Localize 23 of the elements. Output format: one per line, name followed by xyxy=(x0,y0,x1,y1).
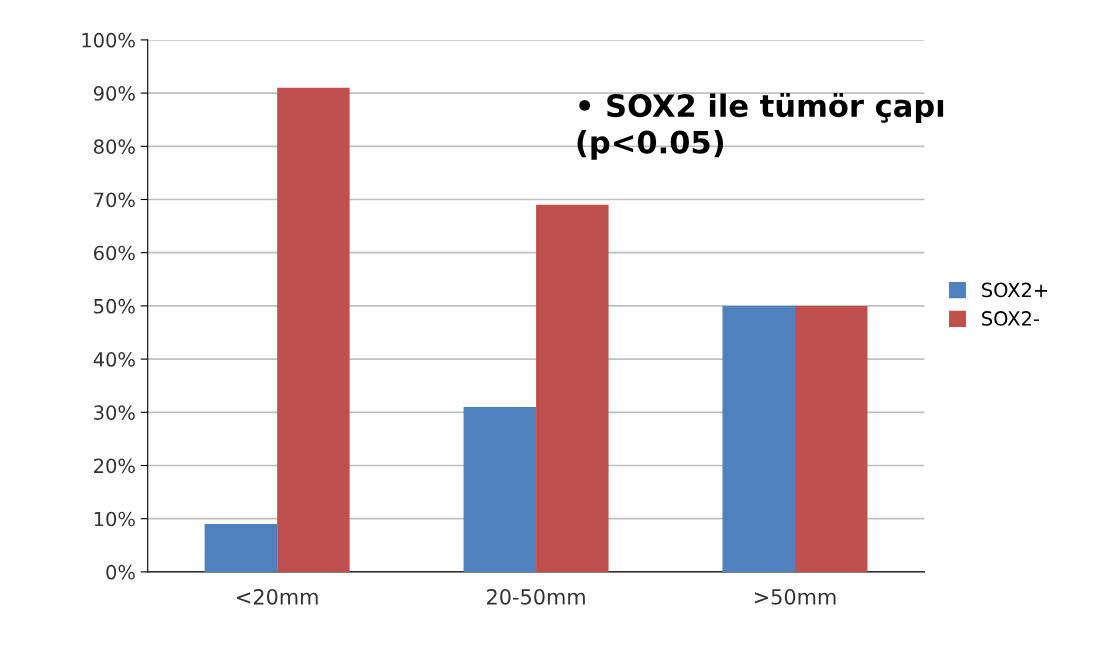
y-tick-label: 50% xyxy=(94,298,135,314)
annotation: • SOX2 ile tümör çapı (p<0.05) xyxy=(577,93,944,160)
x-tick-label: <20mm xyxy=(237,588,318,605)
y-tick-label: 100% xyxy=(82,32,135,48)
x-tick-label: >50mm xyxy=(754,588,836,605)
y-tick-label: 40% xyxy=(93,352,135,367)
y-tick-label: 10% xyxy=(94,511,135,527)
y-tick-label: 20% xyxy=(94,458,135,474)
y-tick-label: 0% xyxy=(106,564,135,580)
bar xyxy=(536,204,609,572)
y-tick-label: 60% xyxy=(94,245,135,261)
bar xyxy=(722,305,795,572)
y-tick-label: 30% xyxy=(94,405,135,420)
bar xyxy=(463,406,537,572)
y-tick-label: 70% xyxy=(94,192,135,208)
x-tick-label: 20-50mm xyxy=(487,588,585,605)
legend-label: SOX2+ xyxy=(982,282,1048,298)
legend-label: SOX2- xyxy=(982,311,1039,326)
y-tick-label: 80% xyxy=(93,139,135,154)
bar xyxy=(277,87,350,572)
y-tick-label: 90% xyxy=(93,86,135,101)
bar xyxy=(204,524,278,572)
bar xyxy=(794,305,868,572)
